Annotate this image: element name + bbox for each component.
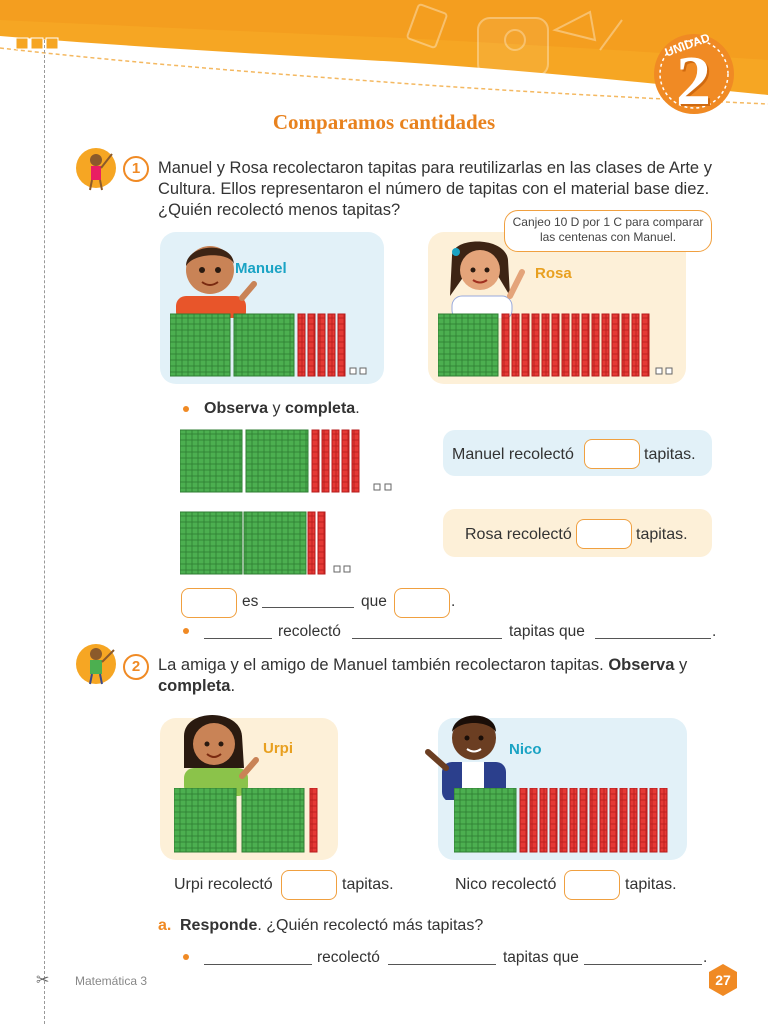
footer-book-title: Matemática 3 (75, 974, 148, 988)
nico-answer-pre: Nico recolectó (455, 876, 557, 893)
manuel-card: Manuel (160, 232, 384, 384)
manuel-answer-post: tapitas. (644, 446, 696, 463)
manuel-answer-pre: Manuel recolectó (452, 446, 574, 463)
urpi-answer-post: tapitas. (342, 876, 394, 893)
urpi-answer-pre: Urpi recolectó (174, 876, 273, 893)
compare-box-right[interactable] (394, 588, 450, 618)
nico-answer-box[interactable] (564, 870, 620, 900)
rosa-base-ten-blocks (438, 313, 673, 377)
q2-text-part-a: La amiga y el amigo de Manuel también re… (158, 656, 609, 674)
completa-bold: completa (284, 400, 356, 417)
manuel-base-ten-blocks (170, 313, 367, 377)
nico-base-ten-blocks (454, 788, 668, 853)
manuel-name: Manuel (235, 260, 287, 277)
page-title: Comparamos cantidades (272, 110, 496, 134)
unit-badge-icon (654, 34, 734, 114)
urpi-name: Urpi (263, 740, 293, 757)
rosa-answer-row: Rosa recolectó tapitas. (443, 509, 712, 557)
nico-name: Nico (509, 741, 542, 758)
question-1-text: Manuel y Rosa recolectaron tapitas para … (158, 158, 718, 221)
rosa-girl-icon (450, 241, 525, 318)
unit-badge: UNIDAD 2 (650, 24, 740, 124)
margin-dash-line (44, 40, 45, 1024)
q2-text-line-1: La amiga y el amigo de Manuel también re… (158, 655, 728, 676)
q2-sentence-end: . (703, 949, 708, 966)
q2-recolecto: recolectó (317, 949, 380, 966)
q1-text-line-2: Cultura. Ellos representaron el número d… (158, 180, 710, 198)
urpi-answer-box[interactable] (281, 870, 337, 900)
manuel-boy-icon (176, 246, 257, 318)
q1-text-line-3: ¿Quién recolectó menos tapitas? (158, 201, 401, 219)
rosa-card: Rosa (428, 232, 686, 384)
part-a-label: a. (158, 917, 172, 934)
observa-instruction: Observa y completa. (204, 400, 360, 418)
q1-blank-other[interactable] (595, 624, 711, 639)
q2-observa-bold: Observa (608, 656, 675, 674)
q2-tapitas-que: tapitas que (503, 949, 579, 966)
part-a-responde: Responde (180, 917, 258, 934)
boy-avatar-icon (76, 640, 118, 688)
observa-bold: Observa (204, 400, 269, 417)
compare-box-left[interactable] (181, 588, 237, 618)
q2-blank-who[interactable] (204, 950, 312, 965)
q1-blank-count[interactable] (352, 624, 502, 639)
observa-y: y (268, 400, 285, 417)
rosa-speech-bubble: Canjeo 10 D por 1 C para comparar las ce… (504, 210, 712, 252)
q2-text-line-2: completa. (158, 676, 728, 697)
q1-text-line-1: Manuel y Rosa recolectaron tapitas para … (158, 159, 712, 177)
q2-completa-bold: completa (158, 677, 231, 695)
girl-avatar-icon (76, 146, 118, 194)
rosa-answer-pre: Rosa recolectó (465, 526, 572, 543)
header-wave (0, 0, 768, 105)
q2-text-part-c: y (674, 656, 688, 674)
urpi-girl-icon (184, 715, 259, 796)
page-badge-icon (709, 964, 737, 996)
compare-end: . (451, 593, 456, 610)
compare-es: es (242, 593, 259, 610)
q2-text-end: . (230, 677, 236, 695)
manuel-answer-box[interactable] (584, 439, 640, 469)
bullet-dot (183, 406, 189, 412)
part-a-question: . ¿Quién recolectó más tapitas? (257, 917, 484, 934)
header-dots-icon (15, 36, 64, 57)
part-a-text: Responde. ¿Quién recolectó más tapitas? (180, 917, 483, 935)
q1-sentence-end: . (712, 623, 717, 640)
manuel-answer-row: Manuel recolectó tapitas. (443, 430, 712, 476)
header-band (0, 0, 768, 120)
page-number-badge: 27 (706, 963, 740, 997)
nico-card: Nico (425, 715, 687, 860)
question-2-text: La amiga y el amigo de Manuel también re… (158, 655, 728, 697)
rosa-name: Rosa (535, 265, 572, 282)
nico-boy-icon (425, 715, 506, 800)
q1-recolecto: recolectó (278, 623, 341, 640)
urpi-card: Urpi (160, 715, 338, 860)
rosa-blocks-copy (180, 511, 351, 575)
page-number: 27 (715, 972, 731, 988)
question-2-number: 2 (123, 654, 149, 680)
manuel-blocks-copy (180, 429, 392, 493)
rosa-answer-post: tapitas. (636, 526, 688, 543)
q2-blank-count[interactable] (388, 950, 496, 965)
rosa-answer-box[interactable] (576, 519, 632, 549)
bullet-dot (183, 954, 189, 960)
observa-dot: . (355, 400, 360, 417)
q2-blank-other[interactable] (584, 950, 702, 965)
q1-tapitas-que: tapitas que (509, 623, 585, 640)
compare-blank-line[interactable] (262, 593, 354, 608)
unit-number: 2 (676, 43, 711, 120)
question-1-number: 1 (123, 156, 149, 182)
nico-answer-post: tapitas. (625, 876, 677, 893)
scissors-icon: ✂ (36, 972, 50, 989)
q1-blank-who[interactable] (204, 624, 272, 639)
urpi-base-ten-blocks (174, 788, 318, 853)
bullet-dot (183, 628, 189, 634)
compare-que: que (361, 593, 387, 610)
